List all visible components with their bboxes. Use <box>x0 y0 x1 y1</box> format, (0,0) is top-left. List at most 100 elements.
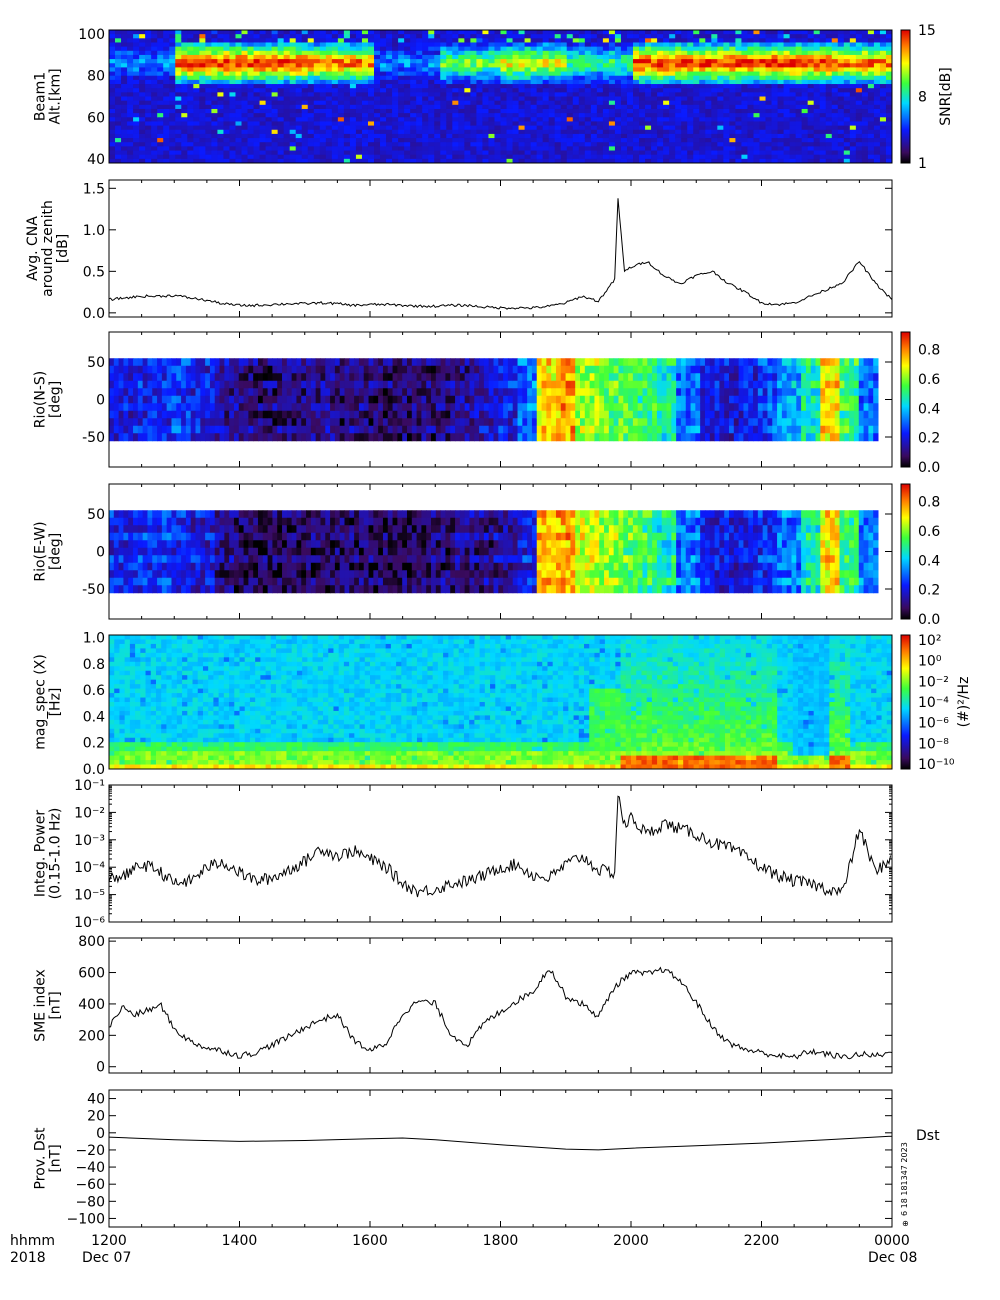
heatmap-cell <box>416 67 423 73</box>
heatmap-cell <box>711 38 718 43</box>
heatmap-cell <box>669 63 676 68</box>
heatmap-cell <box>873 67 881 73</box>
heatmap-cell <box>506 38 514 43</box>
heatmap-cell <box>873 54 881 60</box>
heatmap-cell <box>422 88 429 93</box>
heatmap-cell <box>735 150 742 156</box>
heatmap-cell <box>753 84 760 89</box>
heatmap-cell <box>843 121 851 127</box>
heatmap-cell <box>506 150 514 156</box>
heatmap-cell <box>193 42 200 48</box>
heatmap-cell <box>620 75 628 81</box>
heatmap-cell <box>620 71 628 77</box>
heatmap-cell <box>584 30 592 35</box>
heatmap-cell <box>789 138 797 143</box>
heatmap-cell <box>361 54 369 60</box>
heatmap-cell <box>608 158 616 164</box>
heatmap-cell <box>355 50 363 56</box>
heatmap-cell <box>163 59 170 64</box>
heatmap-cell <box>262 433 269 442</box>
heatmap-cell <box>195 388 201 397</box>
heatmap-cell <box>554 63 562 68</box>
heatmap-cell <box>789 150 797 156</box>
heatmap-cell <box>310 410 317 419</box>
heatmap-cell <box>813 42 821 48</box>
heatmap-cell <box>765 54 773 60</box>
heatmap-cell <box>855 146 863 152</box>
heatmap-cell <box>494 121 501 127</box>
heatmap-cell <box>873 146 881 152</box>
heatmap-cell <box>584 125 592 131</box>
heatmap-cell <box>157 158 164 164</box>
heatmap-cell <box>181 75 188 81</box>
heatmap-cell <box>855 79 863 85</box>
heatmap-cell <box>109 67 116 73</box>
heatmap-cell <box>759 59 767 64</box>
heatmap-cell <box>282 395 288 404</box>
heatmap-cell <box>113 410 120 419</box>
heatmap-cell <box>494 129 501 135</box>
heatmap-cell <box>319 121 327 127</box>
heatmap-cell <box>271 54 279 60</box>
heatmap-cell <box>343 71 351 77</box>
heatmap-cell <box>217 100 224 106</box>
heatmap-cell <box>386 84 393 89</box>
heatmap-cell <box>181 150 188 156</box>
heatmap-cell <box>651 146 658 152</box>
heatmap-cell <box>331 113 339 118</box>
heatmap-cell <box>873 96 881 102</box>
heatmap-cell <box>265 34 273 39</box>
heatmap-cell <box>602 117 610 122</box>
heatmap-cell <box>566 46 574 52</box>
heatmap-cell <box>590 117 598 122</box>
heatmap-cell <box>386 129 393 135</box>
heatmap-cell <box>548 142 556 147</box>
heatmap-cell <box>542 158 550 164</box>
heatmap-cell <box>398 150 405 156</box>
heatmap-cell <box>199 146 206 152</box>
heatmap-cell <box>554 96 562 102</box>
heatmap-cell <box>163 117 170 122</box>
heatmap-cell <box>783 158 791 164</box>
y-tick-label: 0.0 <box>83 306 105 322</box>
heatmap-cell <box>171 433 177 442</box>
heatmap-cell <box>584 150 592 156</box>
heatmap-cell <box>301 388 307 397</box>
heatmap-cell <box>243 373 249 382</box>
heatmap-cell <box>349 425 355 434</box>
heatmap-cell <box>741 34 748 39</box>
heatmap-cell <box>482 133 489 139</box>
heatmap-cell <box>807 63 815 68</box>
heatmap-cell <box>127 150 134 156</box>
heatmap-cell <box>265 30 273 35</box>
heatmap-cell <box>113 403 120 412</box>
heatmap-cell <box>211 59 218 64</box>
heatmap-cell <box>157 125 164 131</box>
heatmap-cell <box>325 84 333 89</box>
heatmap-cell <box>128 425 134 434</box>
heatmap-cell <box>566 100 574 106</box>
heatmap-cell <box>205 403 211 412</box>
heatmap-cell <box>349 71 357 77</box>
heatmap-cell <box>349 433 355 442</box>
heatmap-cell <box>175 59 182 64</box>
heatmap-cell <box>272 388 278 397</box>
heatmap-cell <box>669 30 676 35</box>
heatmap-cell <box>139 104 146 110</box>
heatmap-cell <box>524 154 532 160</box>
heatmap-cell <box>307 34 315 39</box>
heatmap-cell <box>253 104 261 110</box>
heatmap-cell <box>608 79 616 85</box>
heatmap-cell <box>247 88 255 93</box>
heatmap-cell <box>223 42 230 48</box>
heatmap-cell <box>319 75 327 81</box>
heatmap-cell <box>337 125 345 131</box>
heatmap-cell <box>334 388 341 397</box>
heatmap-cell <box>572 108 580 114</box>
heatmap-cell <box>747 38 754 43</box>
heatmap-cell <box>386 108 393 114</box>
heatmap-cell <box>193 129 200 135</box>
heatmap-cell <box>422 129 429 135</box>
heatmap-cell <box>801 133 809 139</box>
